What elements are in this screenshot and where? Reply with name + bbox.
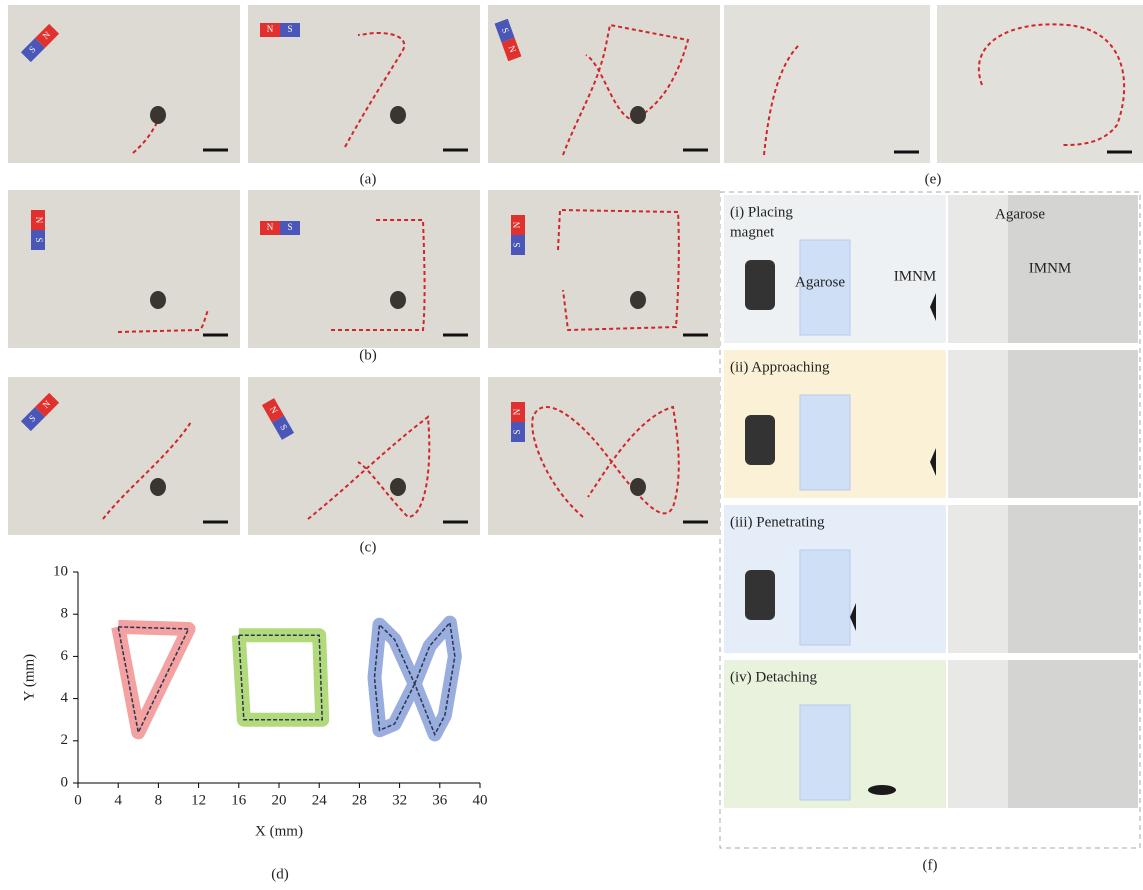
magnet-label: N bbox=[512, 408, 522, 415]
y-tick-label: 6 bbox=[61, 648, 69, 664]
y-tick-label: 8 bbox=[61, 606, 69, 622]
photo-bg bbox=[248, 377, 480, 535]
agarose bbox=[800, 550, 850, 645]
robot bbox=[630, 478, 646, 496]
caption: (c) bbox=[360, 539, 377, 555]
photo bbox=[937, 5, 1143, 163]
photo-bg bbox=[937, 5, 1143, 163]
y-axis-label: Y (mm) bbox=[21, 654, 37, 701]
photo: SN bbox=[8, 5, 240, 163]
step-photo-wall bbox=[948, 505, 1008, 653]
caption: (a) bbox=[360, 171, 377, 187]
imnm bbox=[868, 785, 896, 795]
magnet-label: N bbox=[34, 217, 44, 224]
step-title: (ii) Approaching bbox=[730, 359, 830, 375]
step-title: (iv) Detaching bbox=[730, 669, 818, 685]
caption: (f) bbox=[923, 857, 938, 873]
robot bbox=[150, 106, 166, 124]
photo bbox=[724, 5, 930, 163]
figure: (a) (b) (c) (d) (e) (f) SNNSSNNSNSSNSNNS… bbox=[0, 0, 1143, 885]
magnet-label: N bbox=[267, 24, 274, 34]
robot bbox=[390, 291, 406, 309]
step-title: (iii) Penetrating bbox=[730, 514, 825, 530]
photo: SN bbox=[488, 377, 720, 535]
x-tick-label: 0 bbox=[74, 792, 82, 808]
magnet-label: S bbox=[34, 237, 44, 242]
x-tick-label: 32 bbox=[392, 792, 407, 808]
label: Agarose bbox=[795, 274, 845, 290]
step-title: (i) Placing bbox=[730, 204, 793, 220]
photo-bg bbox=[488, 5, 720, 163]
robot bbox=[150, 291, 166, 309]
x-tick-label: 40 bbox=[473, 792, 488, 808]
step-title: magnet bbox=[730, 224, 775, 240]
x-tick-label: 4 bbox=[114, 792, 122, 808]
photo-bg bbox=[488, 377, 720, 535]
step-photo-wall bbox=[948, 350, 1008, 498]
photo-bg bbox=[488, 190, 720, 348]
magnet bbox=[745, 260, 775, 310]
magnet-label: S bbox=[287, 24, 292, 34]
x-tick-label: 36 bbox=[432, 792, 448, 808]
agarose bbox=[800, 395, 850, 490]
label: IMNM bbox=[894, 268, 937, 284]
label: Agarose bbox=[995, 206, 1045, 222]
photo: NS bbox=[248, 377, 480, 535]
y-tick-label: 4 bbox=[61, 690, 69, 706]
robot bbox=[150, 478, 166, 496]
caption: (b) bbox=[359, 347, 377, 363]
magnet-label: N bbox=[512, 221, 522, 228]
trajectory-band bbox=[118, 627, 188, 733]
x-tick-label: 8 bbox=[155, 792, 163, 808]
magnet bbox=[745, 415, 775, 465]
x-tick-label: 16 bbox=[231, 792, 247, 808]
robot bbox=[390, 478, 406, 496]
magnet-label: N bbox=[267, 222, 274, 232]
photo-bg bbox=[8, 5, 240, 163]
x-tick-label: 28 bbox=[352, 792, 367, 808]
magnet-label: S bbox=[512, 429, 522, 434]
y-tick-label: 2 bbox=[61, 732, 69, 748]
magnet-label: S bbox=[287, 222, 292, 232]
magnet bbox=[745, 570, 775, 620]
x-axis-label: X (mm) bbox=[255, 823, 303, 839]
y-tick-label: 0 bbox=[61, 774, 69, 790]
magnet: NS bbox=[31, 210, 45, 250]
photo: SN bbox=[8, 377, 240, 535]
step-photo-wall bbox=[948, 660, 1008, 808]
x-tick-label: 24 bbox=[312, 792, 328, 808]
x-tick-label: 12 bbox=[191, 792, 206, 808]
trajectory-band bbox=[239, 635, 322, 719]
trajectory-line bbox=[239, 635, 322, 719]
caption: (d) bbox=[271, 866, 289, 882]
y-tick-label: 10 bbox=[53, 563, 68, 579]
robot bbox=[630, 291, 646, 309]
photo: SN bbox=[488, 190, 720, 348]
photo-bg bbox=[724, 5, 930, 163]
label: IMNM bbox=[1029, 260, 1072, 276]
photo: NS bbox=[8, 190, 240, 348]
agarose bbox=[800, 705, 850, 800]
robot bbox=[390, 106, 406, 124]
x-tick-label: 20 bbox=[272, 792, 287, 808]
magnet: SN bbox=[511, 215, 525, 255]
magnet: SN bbox=[511, 402, 525, 442]
magnet-label: S bbox=[512, 242, 522, 247]
photo: SN bbox=[488, 5, 720, 163]
caption: (e) bbox=[925, 171, 942, 187]
robot bbox=[630, 106, 646, 124]
photo-bg bbox=[248, 190, 480, 348]
